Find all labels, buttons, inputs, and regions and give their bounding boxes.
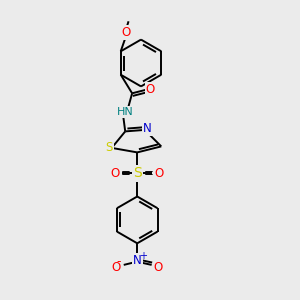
Text: O: O [112,261,121,274]
Text: S: S [133,167,142,180]
Text: O: O [155,167,164,180]
Text: +: + [139,251,147,261]
Text: =: = [144,167,154,180]
Text: N: N [133,254,142,267]
Text: N: N [143,122,152,135]
Text: O: O [110,167,120,180]
Text: -: - [117,255,121,268]
Text: O: O [122,26,131,39]
Text: S: S [106,141,113,154]
Text: =: = [121,167,131,180]
Text: HN: HN [117,107,134,117]
Text: O: O [146,83,155,96]
Text: O: O [154,261,163,274]
